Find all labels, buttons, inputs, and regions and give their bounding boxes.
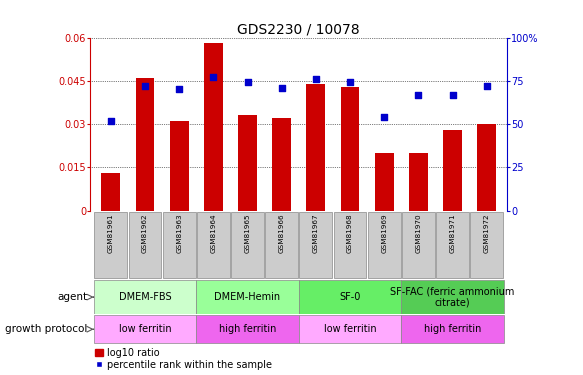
Bar xyxy=(196,280,299,314)
Point xyxy=(209,74,218,80)
Text: GSM81961: GSM81961 xyxy=(108,213,114,253)
Bar xyxy=(129,212,161,278)
Text: GSM81963: GSM81963 xyxy=(176,213,182,253)
Bar xyxy=(94,280,196,314)
Text: GSM81972: GSM81972 xyxy=(484,213,490,253)
Bar xyxy=(196,315,299,344)
Title: GDS2230 / 10078: GDS2230 / 10078 xyxy=(237,22,360,36)
Point xyxy=(448,92,457,98)
Point xyxy=(141,83,150,89)
Text: GSM81965: GSM81965 xyxy=(244,213,251,253)
Bar xyxy=(409,153,428,210)
Point xyxy=(414,92,423,98)
Bar xyxy=(197,212,230,278)
Legend: log10 ratio, percentile rank within the sample: log10 ratio, percentile rank within the … xyxy=(95,348,272,369)
Bar xyxy=(375,153,394,210)
Text: GSM81969: GSM81969 xyxy=(381,213,387,253)
Bar xyxy=(436,212,469,278)
Bar xyxy=(470,212,503,278)
Text: GSM81962: GSM81962 xyxy=(142,213,148,253)
Text: GSM81967: GSM81967 xyxy=(313,213,319,253)
Text: low ferritin: low ferritin xyxy=(324,324,377,334)
Text: high ferritin: high ferritin xyxy=(219,324,276,334)
Bar xyxy=(299,280,401,314)
Bar xyxy=(272,118,291,210)
Text: DMEM-Hemin: DMEM-Hemin xyxy=(215,292,280,302)
Bar xyxy=(265,212,298,278)
Point xyxy=(174,86,184,92)
Bar xyxy=(101,173,120,210)
Bar xyxy=(231,212,264,278)
Bar xyxy=(307,84,325,210)
Text: low ferritin: low ferritin xyxy=(119,324,171,334)
Text: DMEM-FBS: DMEM-FBS xyxy=(119,292,171,302)
Bar xyxy=(340,87,360,210)
Text: agent: agent xyxy=(57,292,87,302)
Point xyxy=(106,118,115,124)
Bar xyxy=(300,212,332,278)
Text: GSM81966: GSM81966 xyxy=(279,213,285,253)
Bar xyxy=(204,43,223,210)
Bar xyxy=(136,78,154,210)
Bar xyxy=(94,212,127,278)
Bar xyxy=(401,315,504,344)
Bar xyxy=(299,315,401,344)
Text: GSM81968: GSM81968 xyxy=(347,213,353,253)
Bar xyxy=(477,124,496,210)
Text: SF-FAC (ferric ammonium
citrate): SF-FAC (ferric ammonium citrate) xyxy=(391,286,515,308)
Text: GSM81970: GSM81970 xyxy=(415,213,422,253)
Bar xyxy=(333,212,367,278)
Bar xyxy=(401,280,504,314)
Bar xyxy=(238,116,257,210)
Point xyxy=(380,114,389,120)
Bar xyxy=(94,315,196,344)
Bar xyxy=(163,212,196,278)
Text: SF-0: SF-0 xyxy=(339,292,361,302)
Point xyxy=(243,80,252,86)
Point xyxy=(345,80,354,86)
Text: growth protocol: growth protocol xyxy=(5,324,87,334)
Bar xyxy=(443,130,462,210)
Bar xyxy=(368,212,401,278)
Point xyxy=(277,85,286,91)
Bar xyxy=(402,212,435,278)
Bar xyxy=(170,121,188,210)
Point xyxy=(482,83,491,89)
Text: GSM81971: GSM81971 xyxy=(449,213,455,253)
Point xyxy=(311,76,321,82)
Text: high ferritin: high ferritin xyxy=(424,324,481,334)
Text: GSM81964: GSM81964 xyxy=(210,213,216,253)
